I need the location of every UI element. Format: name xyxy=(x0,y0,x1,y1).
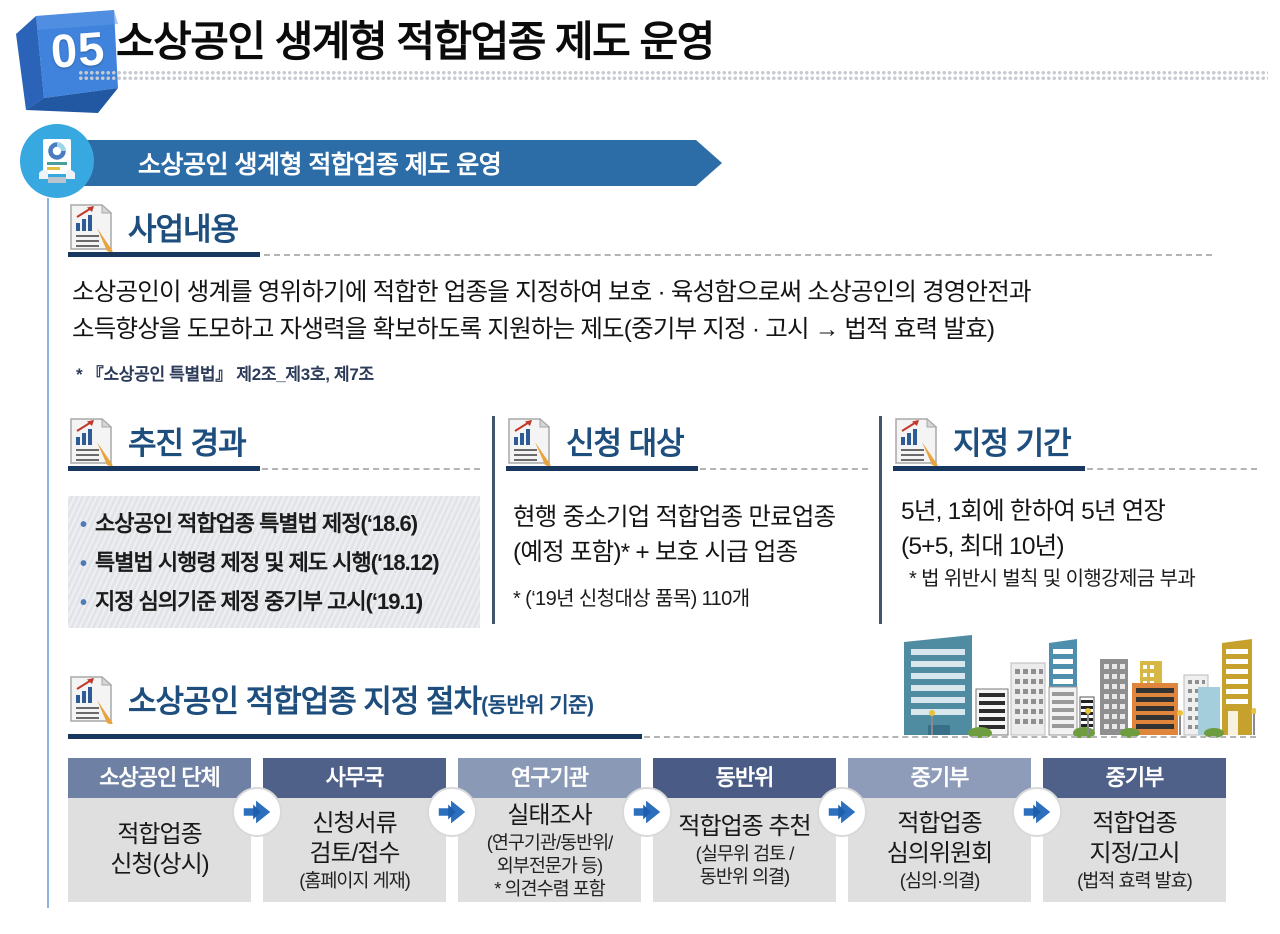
right-arrow-icon xyxy=(243,800,271,824)
flow-arrow xyxy=(232,787,282,837)
flow-step-sub: (홈페이지 게재) xyxy=(299,869,411,891)
procedure-underline-dashed xyxy=(644,736,1256,738)
flow-step-org: 사무국 xyxy=(263,758,446,798)
flow-step-body: 적합업종 추천 (실무위 검토 / 동반위 의결) xyxy=(653,798,836,902)
right-arrow-icon xyxy=(1023,800,1051,824)
right-arrow-icon xyxy=(828,800,856,824)
flow-step-body: 적합업종 신청(상시) xyxy=(68,798,251,902)
flow-arrow xyxy=(1012,787,1062,837)
flow-step-5: 중기부 적합업종 심의위원회 (심의·의결) xyxy=(848,758,1031,902)
procedure-heading-row: 소상공인 적합업종 지정 절차(동반위 기준) xyxy=(68,672,594,724)
period-underline-dashed xyxy=(1087,468,1257,470)
progress-underline xyxy=(68,466,260,471)
doc-chart-icon xyxy=(70,203,113,252)
flow-step-4: 동반위 적합업종 추천 (실무위 검토 / 동반위 의결) xyxy=(653,758,836,902)
progress-item: 특별법 시행령 제정 및 제도 시행(‘18.12) xyxy=(80,544,480,583)
flow-step-sub: (실무위 검토 / 동반위 의결) xyxy=(695,843,795,887)
flow-step-3: 연구기관 실태조사 (연구기관/동반위/ 외부전문가 등) * 의견수렴 포함 xyxy=(458,758,641,902)
column-divider xyxy=(492,416,495,624)
target-heading: 신청 대상 xyxy=(566,425,685,461)
progress-item: 소상공인 적합업종 특별법 제정(‘18.6) xyxy=(80,505,480,544)
doc-chart-icon xyxy=(70,675,113,724)
chart-board-icon xyxy=(39,139,75,183)
flow-step-main: 적합업종 추천 xyxy=(678,813,811,840)
flow-step-body: 적합업종 심의위원회 (심의·의결) xyxy=(848,798,1031,902)
period-underline xyxy=(893,466,1085,471)
target-note: * (‘19년 신청대상 품목) 110개 xyxy=(513,588,750,610)
business-heading-row: 사업내용 xyxy=(68,200,239,252)
flow-step-org: 동반위 xyxy=(653,758,836,798)
flow-step-sub: (법적 효력 발효) xyxy=(1077,869,1193,891)
business-footnote: * 『소상공인 특별법』 제2조_제3호, 제7조 xyxy=(76,365,374,384)
progress-list-box: 소상공인 적합업종 특별법 제정(‘18.6) 특별법 시행령 제정 및 제도 … xyxy=(68,496,480,628)
column-divider xyxy=(879,416,882,624)
period-description: 5년, 1회에 한하여 5년 연장 (5+5, 최대 10년) xyxy=(901,498,1166,560)
flow-step-main: 적합업종 지정/고시 xyxy=(1089,809,1181,867)
right-arrow-icon xyxy=(438,800,466,824)
progress-underline-dashed xyxy=(262,468,480,470)
period-heading: 지정 기간 xyxy=(953,425,1072,461)
flow-step-6: 중기부 적합업종 지정/고시 (법적 효력 발효) xyxy=(1043,758,1226,902)
business-description: 소상공인이 생계를 영위하기에 적합한 업종을 지정하여 보호 · 육성함으로써… xyxy=(72,279,1032,343)
procedure-underline xyxy=(68,734,642,739)
flow-arrow xyxy=(622,787,672,837)
doc-chart-icon xyxy=(895,417,938,466)
business-underline-dashed xyxy=(264,254,1212,256)
chapter-badge: 05 xyxy=(0,0,122,114)
flow-step-sub: (심의·의결) xyxy=(899,869,981,891)
flow-step-2: 사무국 신청서류 검토/접수 (홈페이지 게재) xyxy=(263,758,446,902)
procedure-heading-suffix: (동반위 기준) xyxy=(481,693,594,717)
banner-badge xyxy=(20,124,94,198)
target-underline xyxy=(506,466,698,471)
progress-item: 지정 심의기준 제정 중기부 고시(‘19.1) xyxy=(80,583,480,622)
procedure-heading-text: 소상공인 적합업종 지정 절차 xyxy=(128,683,482,719)
flow-step-main: 신청서류 검토/접수 xyxy=(309,809,401,867)
doc-chart-icon xyxy=(508,417,551,466)
flow-step-sub: (연구기관/동반위/ 외부전문가 등) * 의견수렴 포함 xyxy=(486,831,614,899)
target-underline-dashed xyxy=(700,468,868,470)
banner-title: 소상공인 생계형 적합업종 제도 운영 xyxy=(138,151,502,179)
progress-heading-row: 추진 경과 xyxy=(68,414,247,466)
flow-step-main: 실태조사 xyxy=(507,801,592,829)
target-description: 현행 중소기업 적합업종 만료업종 (예정 포함)* + 보호 시급 업종 xyxy=(513,504,836,566)
flow-step-1: 소상공인 단체 적합업종 신청(상시) xyxy=(68,758,251,902)
left-guide-line xyxy=(47,198,49,908)
right-arrow-icon xyxy=(633,800,661,824)
flow-step-org: 중기부 xyxy=(848,758,1031,798)
business-heading: 사업내용 xyxy=(128,211,239,247)
flow-step-org: 중기부 xyxy=(1043,758,1226,798)
flow-step-body: 신청서류 검토/접수 (홈페이지 게재) xyxy=(263,798,446,902)
city-skyline-illustration xyxy=(904,635,1256,738)
procedure-heading: 소상공인 적합업종 지정 절차(동반위 기준) xyxy=(128,676,594,721)
section-banner: 소상공인 생계형 적합업종 제도 운영 xyxy=(84,140,722,186)
flow-step-org: 연구기관 xyxy=(458,758,641,798)
flow-step-main: 적합업종 심의위원회 xyxy=(886,809,993,867)
period-heading-row: 지정 기간 xyxy=(893,414,1072,466)
flow-arrow xyxy=(427,787,477,837)
flow-step-org: 소상공인 단체 xyxy=(68,758,251,798)
flow-step-body: 적합업종 지정/고시 (법적 효력 발효) xyxy=(1043,798,1226,902)
target-heading-row: 신청 대상 xyxy=(506,414,685,466)
progress-heading: 추진 경과 xyxy=(128,425,247,461)
flow-step-main: 적합업종 신청(상시) xyxy=(110,821,209,878)
flow-arrow xyxy=(817,787,867,837)
doc-chart-icon xyxy=(70,417,113,466)
title-dotted-divider xyxy=(78,70,1268,81)
period-note: * 법 위반시 벌칙 및 이행강제금 부과 xyxy=(909,568,1196,590)
business-underline xyxy=(68,252,260,257)
page-title: 소상공인 생계형 적합업종 제도 운영 xyxy=(116,18,715,65)
flow-step-body: 실태조사 (연구기관/동반위/ 외부전문가 등) * 의견수렴 포함 xyxy=(458,798,641,902)
